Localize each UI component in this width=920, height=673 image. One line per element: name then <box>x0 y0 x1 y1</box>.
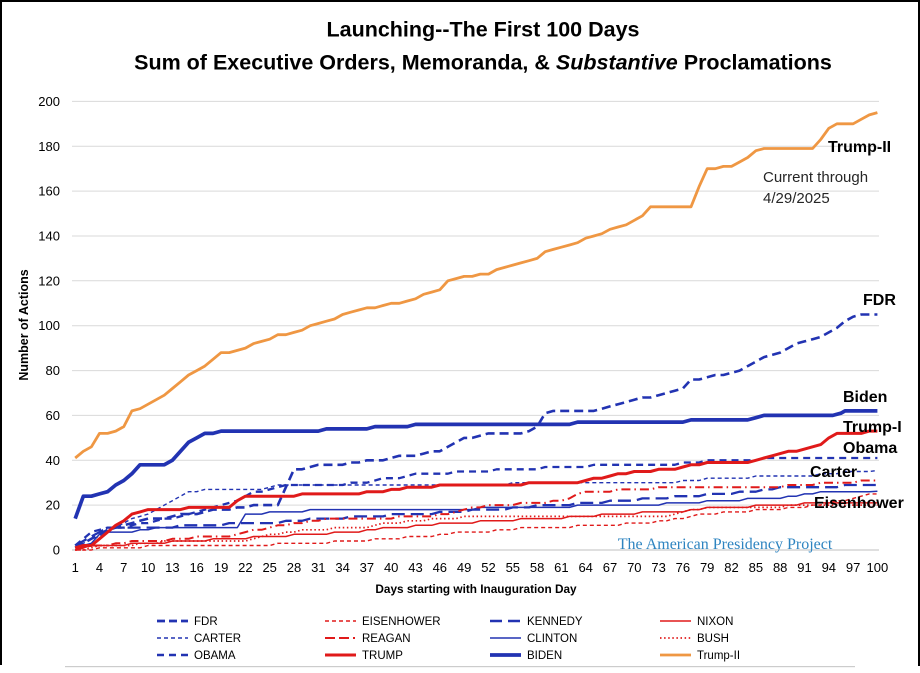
svg-text:140: 140 <box>38 229 60 244</box>
svg-text:Carter: Carter <box>810 464 857 481</box>
svg-text:88: 88 <box>773 560 787 575</box>
svg-text:10: 10 <box>141 560 155 575</box>
svg-text:64: 64 <box>578 560 592 575</box>
svg-text:Trump-II: Trump-II <box>828 139 891 156</box>
svg-text:76: 76 <box>676 560 690 575</box>
svg-text:FDR: FDR <box>194 616 218 628</box>
svg-text:BIDEN: BIDEN <box>527 650 562 662</box>
svg-text:Trump-I: Trump-I <box>843 419 902 436</box>
svg-text:100: 100 <box>38 318 60 333</box>
svg-text:34: 34 <box>335 560 349 575</box>
svg-text:Launching--The First 100 Days: Launching--The First 100 Days <box>326 18 639 42</box>
svg-text:Obama: Obama <box>843 440 897 457</box>
svg-text:1: 1 <box>72 560 79 575</box>
svg-text:7: 7 <box>120 560 127 575</box>
svg-text:37: 37 <box>360 560 374 575</box>
svg-text:Number of Actions: Number of Actions <box>17 269 31 380</box>
svg-text:82: 82 <box>724 560 738 575</box>
svg-text:The American Presidency Projec: The American Presidency Project <box>618 536 833 553</box>
svg-text:40: 40 <box>46 453 60 468</box>
svg-text:79: 79 <box>700 560 714 575</box>
svg-text:49: 49 <box>457 560 471 575</box>
svg-text:31: 31 <box>311 560 325 575</box>
svg-text:FDR: FDR <box>863 292 896 309</box>
svg-text:52: 52 <box>481 560 495 575</box>
svg-text:28: 28 <box>287 560 301 575</box>
svg-text:58: 58 <box>530 560 544 575</box>
svg-text:20: 20 <box>46 498 60 513</box>
svg-text:OBAMA: OBAMA <box>194 650 236 662</box>
svg-text:60: 60 <box>46 408 60 423</box>
svg-text:BUSH: BUSH <box>697 633 729 645</box>
svg-text:Current through: Current through <box>763 169 868 186</box>
svg-text:97: 97 <box>846 560 860 575</box>
svg-text:19: 19 <box>214 560 228 575</box>
svg-text:180: 180 <box>38 139 60 154</box>
svg-text:NIXON: NIXON <box>697 616 733 628</box>
svg-text:Sum of Executive Orders, Memor: Sum of Executive Orders, Memoranda, & Su… <box>134 51 832 75</box>
svg-text:Trump-II: Trump-II <box>697 650 740 662</box>
svg-text:KENNEDY: KENNEDY <box>527 616 583 628</box>
svg-text:67: 67 <box>603 560 617 575</box>
svg-text:25: 25 <box>262 560 276 575</box>
svg-text:70: 70 <box>627 560 641 575</box>
svg-text:Eisenhower: Eisenhower <box>814 495 904 512</box>
svg-text:61: 61 <box>554 560 568 575</box>
svg-text:4: 4 <box>96 560 103 575</box>
svg-text:46: 46 <box>433 560 447 575</box>
svg-text:80: 80 <box>46 363 60 378</box>
svg-text:120: 120 <box>38 273 60 288</box>
svg-text:160: 160 <box>38 184 60 199</box>
svg-text:16: 16 <box>189 560 203 575</box>
svg-text:43: 43 <box>408 560 422 575</box>
svg-text:85: 85 <box>749 560 763 575</box>
svg-text:4/29/2025: 4/29/2025 <box>763 190 830 207</box>
svg-text:73: 73 <box>651 560 665 575</box>
svg-text:Biden: Biden <box>843 389 887 406</box>
svg-text:CARTER: CARTER <box>194 633 241 645</box>
svg-text:55: 55 <box>506 560 520 575</box>
svg-text:Days starting with Inauguratio: Days starting with Inauguration Day <box>375 582 577 596</box>
svg-text:EISENHOWER: EISENHOWER <box>362 616 441 628</box>
svg-text:200: 200 <box>38 94 60 109</box>
svg-text:0: 0 <box>53 543 60 558</box>
svg-text:22: 22 <box>238 560 252 575</box>
svg-text:TRUMP: TRUMP <box>362 650 403 662</box>
svg-text:REAGAN: REAGAN <box>362 633 411 645</box>
svg-text:100: 100 <box>867 560 889 575</box>
svg-text:40: 40 <box>384 560 398 575</box>
svg-text:CLINTON: CLINTON <box>527 633 577 645</box>
svg-text:91: 91 <box>797 560 811 575</box>
svg-text:94: 94 <box>822 560 836 575</box>
svg-text:13: 13 <box>165 560 179 575</box>
